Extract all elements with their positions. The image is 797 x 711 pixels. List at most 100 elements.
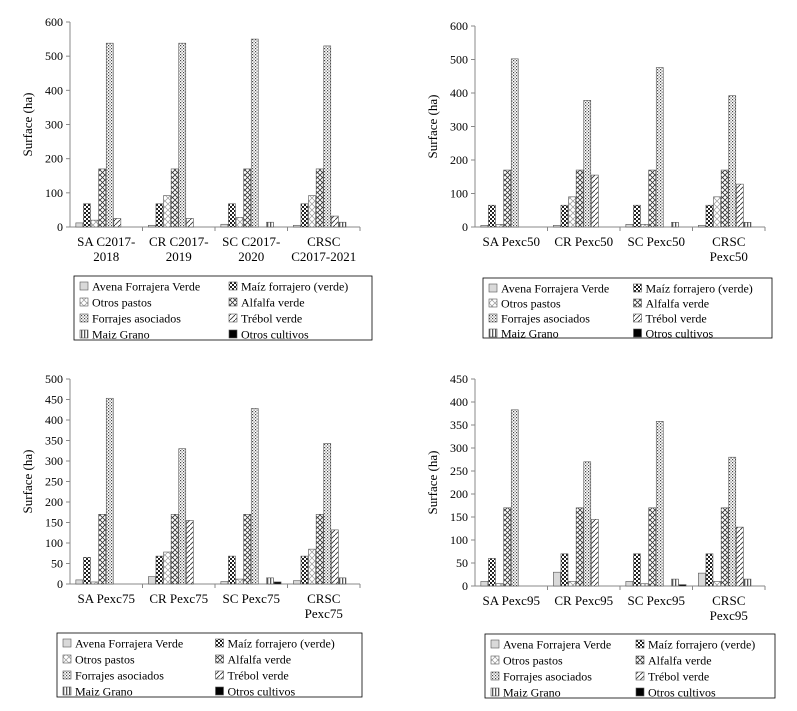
bar-forrajes-asociados <box>250 38 259 228</box>
bar-ma-z-forrajero-verde- <box>228 555 236 585</box>
legend-swatch <box>488 313 498 323</box>
legend-entry: Trébol verde <box>228 669 289 683</box>
bar-otros-pastos <box>308 548 316 585</box>
legend-entry: Maíz forrajero (verde) <box>646 282 753 296</box>
bar-alfalfa-verde <box>170 168 179 228</box>
bar-maiz-grano <box>743 578 752 587</box>
y-tick-label: 300 <box>45 118 63 132</box>
legend-entry: Otros pastos <box>501 297 561 311</box>
legend-entry: Maíz forrajero (verde) <box>228 637 335 651</box>
bar-ma-z-forrajero-verde- <box>705 204 714 228</box>
bar-avena-forrajera-verde <box>75 222 84 228</box>
x-tick-label: CRSC <box>712 234 745 249</box>
y-tick-label: 100 <box>450 533 468 547</box>
bar-avena-forrajera-verde <box>75 579 84 585</box>
x-tick-label: CRSC <box>712 593 745 608</box>
legend-entry: Alfalfa verde <box>241 296 305 310</box>
bar-maiz-grano <box>671 578 679 587</box>
y-tick-label: 400 <box>45 413 63 427</box>
legend-box <box>73 275 373 341</box>
x-tick-label: 2018 <box>93 249 119 264</box>
x-tick-label: SC Pexc95 <box>628 593 685 608</box>
legend-entry: Trébol verde <box>646 312 707 326</box>
legend-entry: Maiz Grano <box>92 328 150 342</box>
bar-tr-bol-verde <box>736 183 744 228</box>
bar-forrajes-asociados <box>105 397 114 585</box>
bar-tr-bol-verde <box>113 218 122 228</box>
legend-swatch <box>488 298 498 308</box>
bar-maiz-grano <box>266 221 274 228</box>
y-tick-label: 500 <box>45 49 63 63</box>
y-tick-label: 400 <box>450 86 468 100</box>
legend-swatch <box>633 298 642 308</box>
bar-maiz-grano <box>338 577 347 585</box>
x-tick-label: Pexc75 <box>305 606 343 621</box>
y-tick-label: 600 <box>45 15 63 29</box>
bar-otros-pastos <box>235 578 244 585</box>
bar-tr-bol-verde <box>591 174 599 228</box>
legend-entry: Alfalfa verde <box>648 654 712 668</box>
bar-alfalfa-verde <box>503 507 511 587</box>
y-axis-label: Surface (ha) <box>425 95 440 159</box>
legend-swatch <box>490 687 500 697</box>
bar-otros-pastos <box>495 224 504 228</box>
legend-swatch <box>228 281 238 291</box>
legend-entry: Maiz Grano <box>501 327 559 341</box>
legend-swatch <box>215 654 224 664</box>
y-axis-label: Surface (ha) <box>20 93 35 157</box>
bar-ma-z-forrajero-verde- <box>83 557 91 585</box>
y-tick-label: 200 <box>45 495 63 509</box>
bar-otros-pastos <box>640 224 649 228</box>
legend-entry: Forrajes asociados <box>75 669 164 683</box>
x-tick-label: CR Pexc50 <box>554 234 613 249</box>
y-tick-label: 150 <box>45 516 63 530</box>
y-tick-label: 0 <box>462 579 468 593</box>
legend-swatch <box>215 686 224 696</box>
bar-avena-forrajera-verde <box>553 571 561 587</box>
bar-ma-z-forrajero-verde- <box>155 555 164 585</box>
bar-avena-forrajera-verde <box>148 576 156 585</box>
bar-maiz-grano <box>671 222 679 228</box>
legend-entry: Avena Forrajera Verde <box>503 638 611 652</box>
legend-entry: Forrajes asociados <box>92 312 181 326</box>
y-tick-label: 200 <box>450 153 468 167</box>
bar-alfalfa-verde <box>720 507 729 587</box>
bar-otros-pastos <box>713 196 721 228</box>
bar-tr-bol-verde <box>331 215 339 228</box>
bar-tr-bol-verde <box>736 526 744 587</box>
y-tick-label: 300 <box>450 441 468 455</box>
legend-entry: Otros cultivos <box>241 328 309 342</box>
legend-entry: Maíz forrajero (verde) <box>241 280 348 294</box>
legend-swatch <box>62 686 72 696</box>
bar-maiz-grano <box>338 221 347 228</box>
bar-ma-z-forrajero-verde- <box>560 553 569 587</box>
bar-otros-cultivos <box>273 581 282 585</box>
bar-alfalfa-verde <box>243 513 251 585</box>
bar-ma-z-forrajero-verde- <box>83 203 91 228</box>
x-tick-label: SA C2017- <box>77 234 135 249</box>
legend-entry: Avena Forrajera Verde <box>501 282 609 296</box>
bar-tr-bol-verde <box>591 518 599 587</box>
legend-swatch <box>490 671 500 681</box>
bar-forrajes-asociados <box>728 95 737 228</box>
legend-swatch <box>635 639 645 649</box>
bar-avena-forrajera-verde <box>148 224 156 228</box>
x-tick-label: SA Pexc95 <box>483 593 540 608</box>
bar-otros-pastos <box>568 196 576 228</box>
legend-swatch <box>62 638 72 648</box>
legend: Avena Forrajera Verde Maíz forrajero (ver… <box>482 277 773 341</box>
x-tick-label: CRSC <box>307 591 340 606</box>
x-tick-label: Pexc95 <box>710 608 748 623</box>
y-tick-label: 400 <box>45 83 63 97</box>
x-tick-label: SC C2017- <box>222 234 280 249</box>
x-tick-label: SC Pexc50 <box>628 234 685 249</box>
bar-avena-forrajera-verde <box>480 225 489 228</box>
bar-forrajes-asociados <box>250 408 259 585</box>
x-tick-label: SA Pexc75 <box>78 591 135 606</box>
legend-swatch <box>633 313 642 323</box>
legend-entry: Otros pastos <box>503 654 563 668</box>
legend-entry: Forrajes asociados <box>503 670 592 684</box>
bar-ma-z-forrajero-verde- <box>155 203 164 228</box>
legend: Avena Forrajera Verde Maíz forrajero (ver… <box>484 633 776 700</box>
